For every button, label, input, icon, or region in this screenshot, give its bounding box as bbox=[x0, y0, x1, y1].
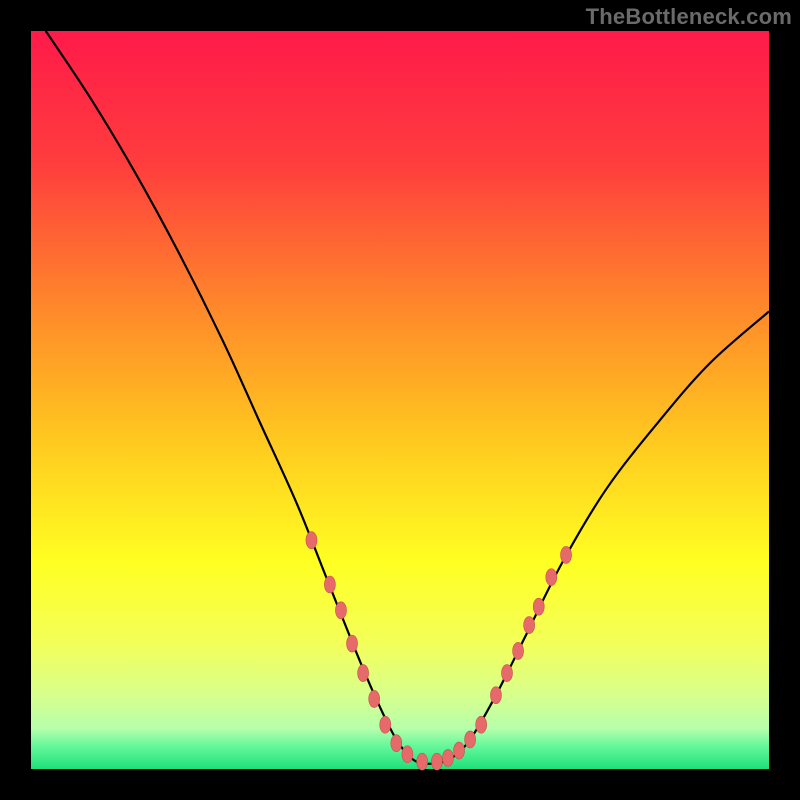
image-root: TheBottleneck.com bbox=[0, 0, 800, 800]
data-marker bbox=[369, 690, 380, 707]
watermark-text: TheBottleneck.com bbox=[586, 4, 792, 30]
data-marker bbox=[358, 665, 369, 682]
data-marker bbox=[490, 687, 501, 704]
data-marker bbox=[431, 753, 442, 770]
data-marker bbox=[454, 742, 465, 759]
data-marker bbox=[324, 576, 335, 593]
data-marker bbox=[380, 716, 391, 733]
chart-svg bbox=[0, 0, 800, 800]
data-marker bbox=[561, 546, 572, 563]
data-marker bbox=[347, 635, 358, 652]
data-marker bbox=[442, 749, 453, 766]
data-marker bbox=[417, 753, 428, 770]
data-marker bbox=[476, 716, 487, 733]
data-marker bbox=[306, 532, 317, 549]
data-marker bbox=[513, 642, 524, 659]
data-marker bbox=[546, 569, 557, 586]
data-marker bbox=[533, 598, 544, 615]
data-marker bbox=[391, 735, 402, 752]
data-marker bbox=[524, 617, 535, 634]
data-marker bbox=[465, 731, 476, 748]
data-marker bbox=[502, 665, 513, 682]
chart-background bbox=[31, 31, 769, 769]
data-marker bbox=[335, 602, 346, 619]
data-marker bbox=[402, 746, 413, 763]
